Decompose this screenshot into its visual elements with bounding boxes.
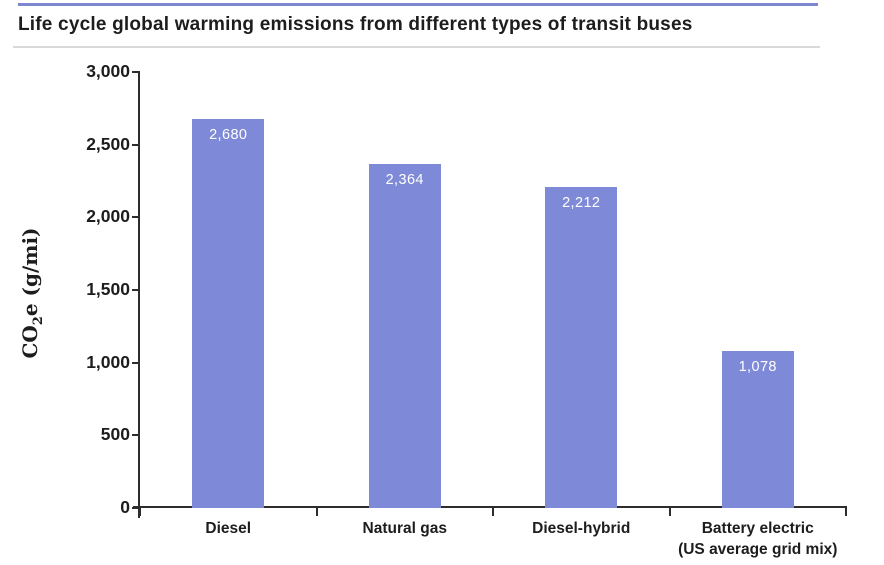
bar-value-label-diesel-hybrid: 2,212 (562, 194, 601, 211)
x-axis-line (133, 506, 847, 508)
y-axis-line (138, 72, 140, 518)
x-axis-category-label-diesel: Diesel (205, 520, 252, 537)
y-axis-tick-label: 500 (100, 424, 130, 445)
x-axis-category-label-diesel-hybrid: Diesel-hybrid (532, 520, 631, 537)
y-axis-tick-label: 2,000 (86, 206, 130, 227)
y-axis-tick-mark (132, 434, 140, 437)
x-axis-tick-mark (315, 508, 318, 516)
chart-title: Life cycle global warming emissions from… (18, 14, 693, 35)
x-axis-tick-mark (492, 508, 494, 516)
y-axis-tick-label: 1,500 (86, 279, 130, 299)
y-axis-tick-label: 1,000 (86, 351, 130, 372)
x-axis-tick-mark (845, 508, 847, 516)
y-axis-tick-label: 3,000 (86, 61, 130, 81)
top-accent-rule (18, 3, 818, 6)
y-axis-tick-mark (132, 507, 140, 509)
bar-value-label-natural-gas: 2,364 (385, 172, 424, 189)
x-axis-tick-mark (668, 508, 671, 516)
x-axis-category-label-battery-electric: Battery electric (US average grid mix) (678, 520, 838, 558)
title-separator-rule (13, 46, 820, 48)
y-axis-label-suffix: e (g/mi) (18, 227, 42, 317)
bar-battery-electric (721, 351, 794, 508)
x-axis-category-label-natural-gas: Natural gas (362, 520, 447, 537)
bar-diesel (192, 118, 265, 508)
bar-diesel-hybrid (545, 186, 618, 508)
y-axis-tick-mark (132, 71, 140, 73)
y-axis-tick-mark (132, 216, 140, 219)
bar-natural-gas (368, 164, 441, 508)
y-axis-tick-label: 0 (120, 497, 130, 517)
y-axis-tick-mark (132, 289, 140, 291)
y-axis-label-subscript: 2 (31, 316, 46, 326)
bar-value-label-battery-electric: 1,078 (738, 359, 777, 376)
x-axis-tick-mark (139, 508, 141, 516)
y-axis-tick-mark (132, 361, 140, 364)
y-axis-tick-label: 2,500 (86, 133, 130, 154)
bar-value-label-diesel: 2,680 (209, 126, 248, 143)
y-axis-tick-mark (132, 143, 140, 146)
